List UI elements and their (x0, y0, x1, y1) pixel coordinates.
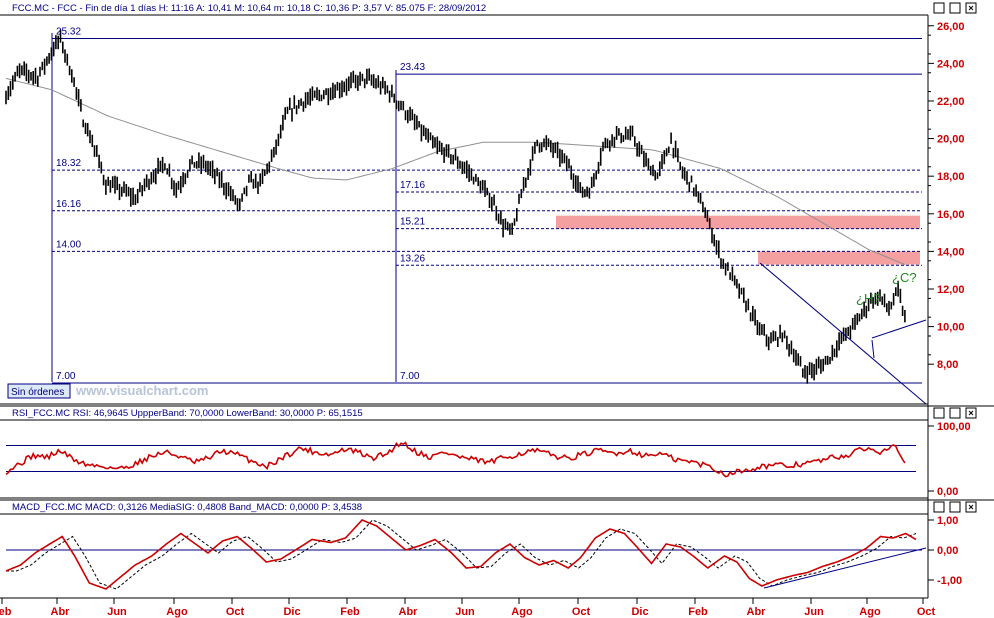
y-tick-label: -1,00 (937, 575, 962, 587)
level-label: 7.00 (56, 371, 76, 382)
downtrend-line (759, 262, 927, 405)
x-tick-label: Jun (107, 606, 127, 618)
support-line (871, 319, 927, 339)
resistance-zones (556, 215, 920, 265)
close-icon-mark (968, 504, 974, 510)
x-tick-label: Dic (631, 606, 648, 618)
price-series (5, 29, 906, 384)
y-tick-label: 100,00 (937, 421, 971, 433)
level-label: 14.00 (56, 239, 81, 250)
x-tick-label: Abr (399, 606, 419, 618)
maximize-icon[interactable] (949, 501, 961, 513)
y-tick-label: 14,00 (937, 246, 965, 258)
x-tick-label: Jun (804, 606, 824, 618)
orders-badge[interactable] (7, 383, 71, 399)
macd-line (5, 519, 917, 590)
level-label: 7.00 (400, 371, 420, 382)
y-tick-label: 24,00 (937, 58, 965, 70)
macd-signal-line (6, 519, 917, 590)
y-tick-label: 0,00 (937, 545, 958, 557)
level-label: 17.16 (400, 180, 425, 191)
moving-average (5, 77, 906, 265)
level-label: 16.16 (56, 199, 81, 210)
level-label: 25.32 (56, 27, 81, 38)
rsi-series (5, 441, 906, 478)
y-tick-label: 20,00 (937, 134, 965, 146)
sma-line (5, 77, 906, 265)
price-panel: FCC.MC - FCC - Fin de día 1 días H: 11:1… (0, 2, 977, 405)
rsi-header: RSI_FCC.MC RSI: 46,9645 UppperBand: 70,0… (12, 408, 363, 419)
y-tick-label: 16,00 (937, 209, 965, 221)
x-tick-label: Abr (51, 606, 71, 618)
y-tick-label: 0,00 (937, 486, 958, 498)
x-tick-label: eb (0, 606, 12, 618)
x-tick-label: Oct (572, 606, 591, 618)
level-label: 15.21 (400, 217, 425, 228)
x-tick-label: Abr (747, 606, 767, 618)
price-header: FCC.MC - FCC - Fin de día 1 días H: 11:1… (12, 3, 486, 14)
maximize-icon[interactable] (949, 407, 961, 419)
y-tick-label: 12,00 (937, 284, 965, 296)
rsi-panel: RSI_FCC.MC RSI: 46,9645 UppperBand: 70,0… (0, 405, 994, 499)
price-y-axis: 8,00 10,00 12,00 14,00 16,00 18,00 20,00 22,00 2… (928, 21, 965, 371)
level-label: 23.43 (400, 62, 425, 73)
y-tick-label: 22,00 (937, 96, 965, 108)
rsi-line (5, 441, 906, 478)
close-icon-mark (968, 5, 974, 11)
macd-signal-series (6, 519, 917, 590)
maximize-icon[interactable] (949, 2, 961, 14)
minimize-icon[interactable] (933, 407, 945, 419)
y-tick-label: 10,00 (937, 322, 965, 334)
price-bars (5, 29, 906, 384)
rsi-y-axis: 100,00 0,00 (928, 421, 971, 498)
x-tick-label: Jun (455, 606, 475, 618)
y-tick-label: 8,00 (937, 359, 958, 371)
level-label: 18.32 (56, 158, 81, 169)
breakout-line (871, 339, 875, 359)
y-tick-label: 1,00 (937, 515, 958, 527)
x-tick-label: Ago (859, 606, 881, 618)
minimize-icon[interactable] (933, 501, 945, 513)
macd-trend-line (763, 547, 927, 589)
annotation-c: ¿C? (892, 270, 917, 285)
macd-series (5, 519, 917, 590)
zone-bar (758, 251, 920, 265)
y-tick-label: 18,00 (937, 171, 965, 183)
minimize-icon[interactable] (933, 2, 945, 14)
time-axis: eb Abr Jun Ago Oct Dic Feb Abr Jun Ago Oct Dic Feb Ab… (0, 598, 936, 618)
x-tick-label: Oct (917, 606, 936, 618)
x-tick-label: Ago (511, 606, 533, 618)
macd-panel: MACD_FCC.MC MACD: 0,3126 MediaSIG: 0,480… (0, 499, 994, 599)
orders-badge-label: Sin órdenes (11, 387, 64, 398)
macd-header: MACD_FCC.MC MACD: 0,3126 MediaSIG: 0,480… (12, 502, 362, 513)
fibonacci-levels: 25.32 23.43 18.32 17.16 16.16 15.21 14.00 13.26… (52, 27, 922, 384)
annotation-h: ¿H? (856, 291, 881, 306)
x-tick-label: Ago (166, 606, 188, 618)
watermark: www.visualchart.com (75, 383, 208, 398)
macd-y-axis: 1,00 0,00 -1,00 (928, 515, 962, 587)
x-tick-label: Feb (688, 606, 708, 618)
zone-bar (556, 215, 920, 229)
level-label: 13.26 (400, 253, 425, 264)
y-tick-label: 26,00 (937, 21, 965, 33)
rsi-bands (6, 445, 916, 472)
x-tick-label: Oct (226, 606, 245, 618)
x-tick-label: Feb (340, 606, 360, 618)
x-tick-label: Dic (283, 606, 300, 618)
close-icon-mark (968, 410, 974, 416)
